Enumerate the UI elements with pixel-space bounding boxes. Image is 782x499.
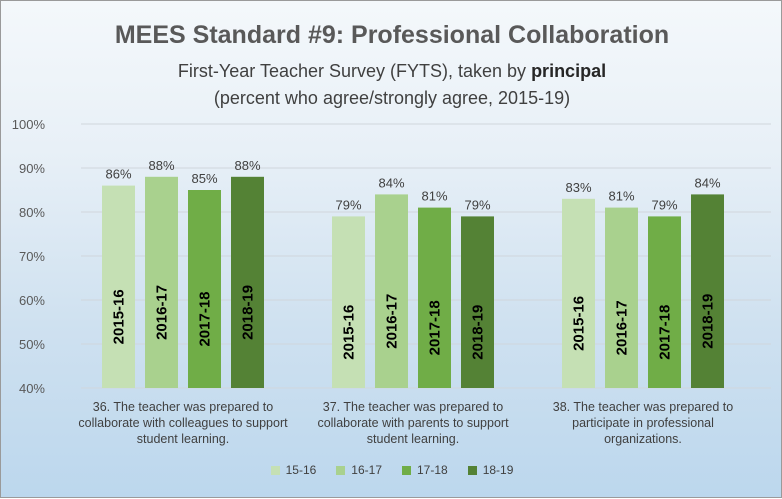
legend-item: 18-19 bbox=[467, 463, 514, 477]
bar bbox=[461, 216, 494, 388]
y-tick-label: 90% bbox=[19, 161, 45, 176]
bar bbox=[562, 198, 595, 388]
legend-item: 16-17 bbox=[336, 463, 382, 477]
subtitle-bold: principal bbox=[531, 61, 607, 81]
chart-legend: 15-16 16-17 17-18 18-19 bbox=[1, 463, 782, 477]
bar bbox=[375, 194, 408, 388]
bar-year-label: 2015-16 bbox=[571, 296, 588, 351]
category-label: student learning. bbox=[137, 432, 229, 446]
y-tick-label: 50% bbox=[19, 337, 45, 352]
y-tick-label: 80% bbox=[19, 205, 45, 220]
data-label: 79% bbox=[464, 197, 490, 212]
chart-title: MEES Standard #9: Professional Collabora… bbox=[114, 21, 670, 49]
data-label: 84% bbox=[694, 175, 720, 190]
bar bbox=[605, 207, 638, 388]
bar bbox=[231, 176, 264, 388]
bar-year-label: 2017-18 bbox=[657, 305, 674, 360]
data-label: 86% bbox=[105, 167, 131, 182]
data-label: 79% bbox=[335, 197, 361, 212]
bar-year-label: 2016-17 bbox=[614, 300, 631, 355]
category-label: student learning. bbox=[367, 432, 459, 446]
category-label: 37. The teacher was prepared to bbox=[323, 400, 503, 414]
legend-item: 17-18 bbox=[402, 463, 448, 477]
category-label: collaborate with parents to support bbox=[317, 416, 509, 430]
data-label: 84% bbox=[378, 175, 404, 190]
legend-swatch bbox=[467, 465, 477, 475]
data-label: 79% bbox=[651, 197, 677, 212]
legend-swatch bbox=[270, 465, 280, 475]
data-label: 88% bbox=[234, 158, 260, 173]
data-label: 83% bbox=[565, 180, 591, 195]
bar-year-label: 2018-19 bbox=[240, 285, 257, 340]
chart-subtitle-line1: First-Year Teacher Survey (FYTS), taken … bbox=[1, 61, 782, 82]
y-tick-label: 100% bbox=[12, 117, 46, 132]
bar-year-label: 2018-19 bbox=[470, 305, 487, 360]
y-tick-label: 70% bbox=[19, 249, 45, 264]
data-label: 81% bbox=[608, 189, 634, 204]
legend-label: 18-19 bbox=[482, 463, 514, 477]
data-label: 88% bbox=[148, 158, 174, 173]
bar-year-label: 2015-16 bbox=[341, 305, 358, 360]
bar bbox=[648, 216, 681, 388]
data-label: 81% bbox=[421, 189, 447, 204]
category-label: 36. The teacher was prepared to bbox=[93, 400, 273, 414]
bar bbox=[418, 207, 451, 388]
bar-year-label: 2016-17 bbox=[384, 294, 401, 349]
legend-swatch bbox=[336, 465, 346, 475]
subtitle-prefix: First-Year Teacher Survey (FYTS), taken … bbox=[177, 61, 532, 81]
category-label: organizations. bbox=[604, 432, 682, 446]
chart-subtitle-line2: (percent who agree/strongly agree, 2015-… bbox=[213, 88, 571, 108]
y-tick-label: 60% bbox=[19, 293, 45, 308]
bar-year-label: 2017-18 bbox=[427, 300, 444, 355]
bar-year-label: 2015-16 bbox=[111, 289, 128, 344]
bar bbox=[102, 185, 135, 388]
bar bbox=[332, 216, 365, 388]
category-label: collaborate with colleagues to support bbox=[78, 416, 288, 430]
legend-label: 17-18 bbox=[417, 463, 448, 477]
category-label: 38. The teacher was prepared to bbox=[553, 400, 733, 414]
bar bbox=[145, 176, 178, 388]
legend-swatch bbox=[402, 465, 411, 475]
legend-label: 15-16 bbox=[285, 463, 317, 477]
legend-item: 15-16 bbox=[270, 463, 317, 477]
bar bbox=[188, 190, 221, 388]
y-tick-label: 40% bbox=[19, 381, 45, 396]
category-label: participate in professional bbox=[572, 416, 714, 430]
data-label: 85% bbox=[191, 171, 217, 186]
bar bbox=[691, 194, 724, 388]
bar-year-label: 2017-18 bbox=[197, 291, 214, 346]
legend-label: 16-17 bbox=[351, 463, 382, 477]
bar-year-label: 2016-17 bbox=[154, 285, 171, 340]
bar-year-label: 2018-19 bbox=[700, 294, 717, 349]
